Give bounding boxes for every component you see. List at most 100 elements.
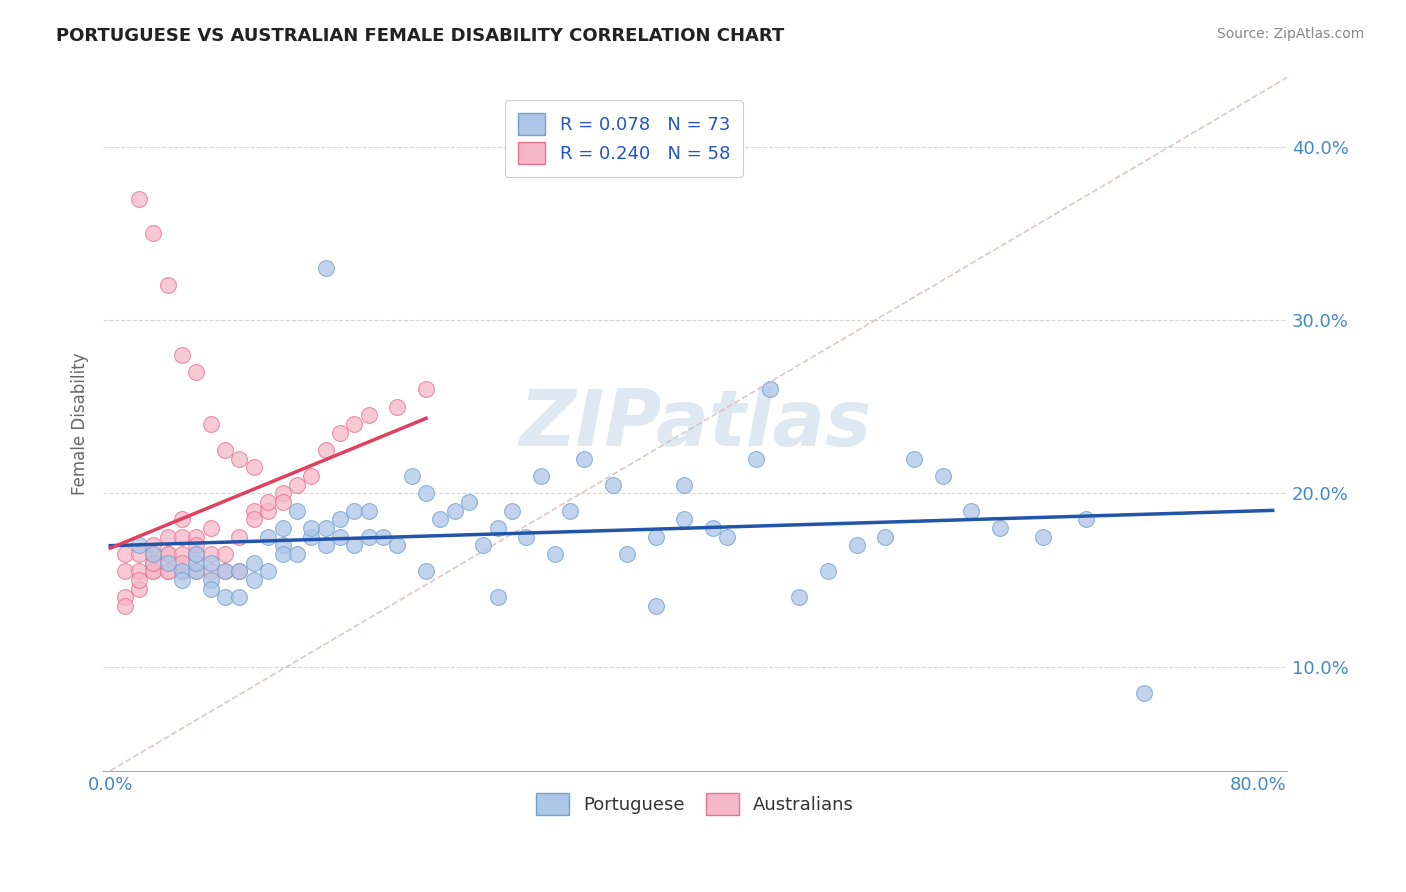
Point bbox=[702, 521, 724, 535]
Point bbox=[387, 538, 409, 552]
Point bbox=[186, 565, 208, 579]
Point bbox=[142, 547, 165, 561]
Point bbox=[716, 530, 738, 544]
Point bbox=[343, 504, 366, 518]
Point bbox=[458, 495, 481, 509]
Point bbox=[845, 538, 868, 552]
Point bbox=[186, 547, 208, 561]
Point bbox=[285, 547, 308, 561]
Point bbox=[128, 547, 150, 561]
Point bbox=[415, 565, 437, 579]
Point bbox=[170, 512, 193, 526]
Point bbox=[214, 591, 236, 605]
Point bbox=[228, 565, 250, 579]
Point bbox=[875, 530, 897, 544]
Point bbox=[114, 565, 136, 579]
Point bbox=[114, 591, 136, 605]
Point bbox=[243, 504, 266, 518]
Point bbox=[128, 573, 150, 587]
Point bbox=[544, 547, 567, 561]
Point bbox=[243, 556, 266, 570]
Point bbox=[114, 599, 136, 613]
Point bbox=[214, 565, 236, 579]
Point bbox=[186, 365, 208, 379]
Point bbox=[501, 504, 523, 518]
Point bbox=[271, 547, 294, 561]
Point bbox=[315, 521, 337, 535]
Point bbox=[787, 591, 810, 605]
Point bbox=[200, 565, 222, 579]
Point bbox=[472, 538, 495, 552]
Point bbox=[257, 504, 280, 518]
Point bbox=[931, 469, 953, 483]
Point bbox=[214, 547, 236, 561]
Point bbox=[285, 477, 308, 491]
Point bbox=[443, 504, 465, 518]
Point bbox=[429, 512, 451, 526]
Point bbox=[1032, 530, 1054, 544]
Point bbox=[142, 565, 165, 579]
Point bbox=[156, 530, 179, 544]
Point bbox=[271, 495, 294, 509]
Point bbox=[745, 451, 768, 466]
Point bbox=[186, 556, 208, 570]
Point bbox=[371, 530, 394, 544]
Point bbox=[285, 504, 308, 518]
Point bbox=[228, 565, 250, 579]
Point bbox=[315, 261, 337, 276]
Point bbox=[257, 565, 280, 579]
Point bbox=[156, 278, 179, 293]
Point bbox=[228, 451, 250, 466]
Point bbox=[357, 504, 380, 518]
Point bbox=[329, 425, 352, 440]
Point bbox=[243, 573, 266, 587]
Point bbox=[156, 565, 179, 579]
Point bbox=[142, 556, 165, 570]
Point bbox=[343, 417, 366, 431]
Point bbox=[142, 565, 165, 579]
Point bbox=[156, 547, 179, 561]
Point bbox=[128, 582, 150, 596]
Text: Source: ZipAtlas.com: Source: ZipAtlas.com bbox=[1216, 27, 1364, 41]
Point bbox=[200, 521, 222, 535]
Text: ZIPatlas: ZIPatlas bbox=[519, 386, 872, 462]
Point bbox=[315, 443, 337, 458]
Point bbox=[673, 512, 696, 526]
Point bbox=[329, 512, 352, 526]
Point bbox=[1076, 512, 1098, 526]
Point bbox=[415, 383, 437, 397]
Point bbox=[170, 573, 193, 587]
Point bbox=[170, 547, 193, 561]
Point bbox=[299, 521, 322, 535]
Point bbox=[186, 530, 208, 544]
Point bbox=[257, 495, 280, 509]
Point bbox=[200, 547, 222, 561]
Point bbox=[186, 547, 208, 561]
Point bbox=[142, 538, 165, 552]
Point bbox=[228, 530, 250, 544]
Point bbox=[214, 443, 236, 458]
Point bbox=[486, 591, 509, 605]
Point bbox=[299, 469, 322, 483]
Point bbox=[170, 556, 193, 570]
Point bbox=[156, 565, 179, 579]
Point bbox=[357, 530, 380, 544]
Point bbox=[214, 565, 236, 579]
Point bbox=[170, 565, 193, 579]
Legend: Portuguese, Australians: Portuguese, Australians bbox=[527, 784, 863, 824]
Point bbox=[357, 409, 380, 423]
Point bbox=[156, 556, 179, 570]
Point bbox=[170, 565, 193, 579]
Point bbox=[142, 547, 165, 561]
Point bbox=[228, 591, 250, 605]
Point bbox=[271, 486, 294, 500]
Point bbox=[1132, 686, 1154, 700]
Point bbox=[988, 521, 1011, 535]
Point bbox=[156, 547, 179, 561]
Point bbox=[243, 460, 266, 475]
Point bbox=[186, 565, 208, 579]
Point bbox=[644, 530, 666, 544]
Point bbox=[329, 530, 352, 544]
Point bbox=[616, 547, 638, 561]
Point bbox=[530, 469, 553, 483]
